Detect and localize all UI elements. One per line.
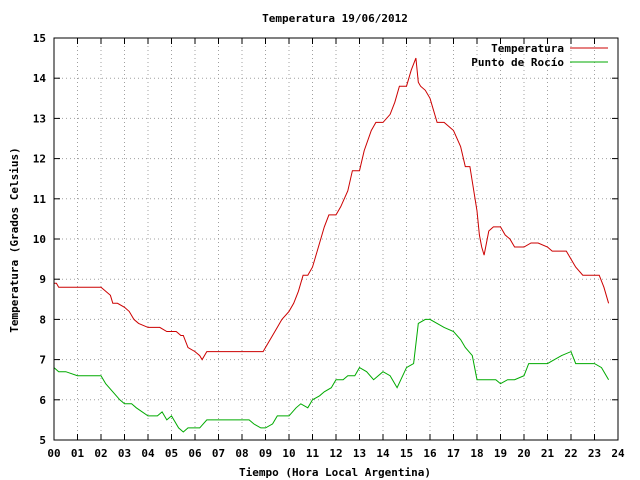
x-tick-label: 03 — [118, 447, 131, 460]
x-axis-ticks: 00 01 02 03 04 05 06 07 08 09 10 11 12 13 14 15 16 17 18 19… — [47, 38, 625, 460]
y-tick-label: 15 — [33, 32, 46, 45]
y-tick-label: 9 — [39, 273, 46, 286]
x-tick-label: 02 — [94, 447, 107, 460]
x-tick-label: 20 — [517, 447, 530, 460]
y-tick-label: 12 — [33, 153, 46, 166]
x-tick-label: 17 — [447, 447, 460, 460]
x-tick-label: 04 — [141, 447, 155, 460]
legend-label-punto-de-rocio: Punto de Rocío — [471, 56, 564, 69]
x-tick-label: 13 — [353, 447, 366, 460]
y-tick-label: 14 — [33, 72, 47, 85]
y-axis-label: Temperatura (Grados Celsius) — [8, 147, 21, 332]
x-tick-label: 14 — [376, 447, 390, 460]
y-tick-label: 11 — [33, 193, 47, 206]
x-tick-label: 23 — [588, 447, 601, 460]
x-tick-label: 05 — [165, 447, 178, 460]
legend-label-temperatura: Temperatura — [491, 42, 564, 55]
series-line-punto-de-rocio — [53, 318, 610, 433]
x-tick-label: 16 — [423, 447, 437, 460]
legend: Temperatura Punto de Rocío — [471, 42, 608, 69]
y-tick-label: 13 — [33, 112, 46, 125]
x-tick-label: 24 — [611, 447, 625, 460]
y-tick-label: 8 — [39, 313, 46, 326]
x-tick-label: 11 — [306, 447, 320, 460]
y-tick-label: 6 — [39, 394, 46, 407]
x-tick-label: 10 — [282, 447, 295, 460]
x-tick-label: 18 — [470, 447, 483, 460]
x-tick-label: 06 — [188, 447, 202, 460]
series-line-temperatura — [54, 57, 610, 361]
x-tick-label: 22 — [564, 447, 577, 460]
x-tick-label: 21 — [541, 447, 555, 460]
series-lines — [53, 57, 610, 433]
y-axis-ticks: 5 6 7 8 9 10 11 12 13 14 15 — [33, 32, 618, 447]
x-tick-label: 12 — [329, 447, 342, 460]
x-tick-label: 00 — [47, 447, 60, 460]
x-axis-label: Tiempo (Hora Local Argentina) — [239, 466, 431, 479]
chart-title: Temperatura 19/06/2012 — [262, 12, 408, 25]
x-tick-label: 08 — [235, 447, 248, 460]
y-tick-label: 5 — [39, 434, 46, 447]
x-tick-label: 15 — [400, 447, 413, 460]
x-tick-label: 01 — [71, 447, 85, 460]
y-tick-label: 10 — [33, 233, 46, 246]
x-tick-label: 07 — [212, 447, 225, 460]
grid — [54, 38, 618, 440]
y-tick-label: 7 — [39, 354, 46, 367]
x-tick-label: 19 — [494, 447, 507, 460]
x-tick-label: 09 — [259, 447, 272, 460]
